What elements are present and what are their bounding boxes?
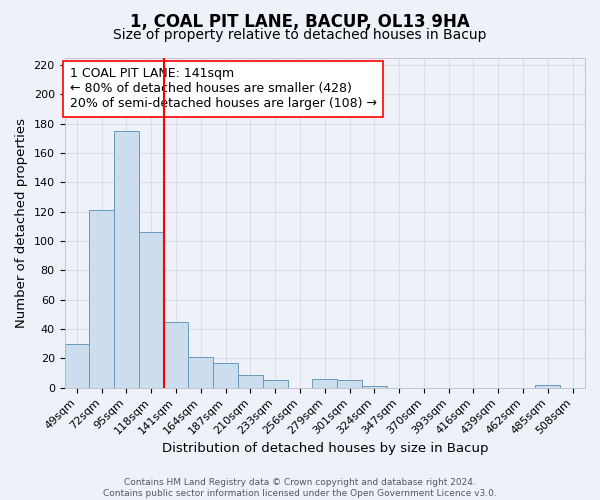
- Bar: [535, 385, 560, 388]
- Bar: [213, 363, 238, 388]
- Bar: [362, 386, 387, 388]
- Bar: [263, 380, 287, 388]
- Text: Size of property relative to detached houses in Bacup: Size of property relative to detached ho…: [113, 28, 487, 42]
- Bar: [114, 131, 139, 388]
- Bar: [164, 322, 188, 388]
- Bar: [65, 344, 89, 388]
- Bar: [89, 210, 114, 388]
- Text: 1, COAL PIT LANE, BACUP, OL13 9HA: 1, COAL PIT LANE, BACUP, OL13 9HA: [130, 12, 470, 30]
- Y-axis label: Number of detached properties: Number of detached properties: [15, 118, 28, 328]
- Text: 1 COAL PIT LANE: 141sqm
← 80% of detached houses are smaller (428)
20% of semi-d: 1 COAL PIT LANE: 141sqm ← 80% of detache…: [70, 68, 377, 110]
- Bar: [188, 357, 213, 388]
- Text: Contains HM Land Registry data © Crown copyright and database right 2024.
Contai: Contains HM Land Registry data © Crown c…: [103, 478, 497, 498]
- Bar: [139, 232, 164, 388]
- Bar: [313, 379, 337, 388]
- X-axis label: Distribution of detached houses by size in Bacup: Distribution of detached houses by size …: [161, 442, 488, 455]
- Bar: [337, 380, 362, 388]
- Bar: [238, 374, 263, 388]
